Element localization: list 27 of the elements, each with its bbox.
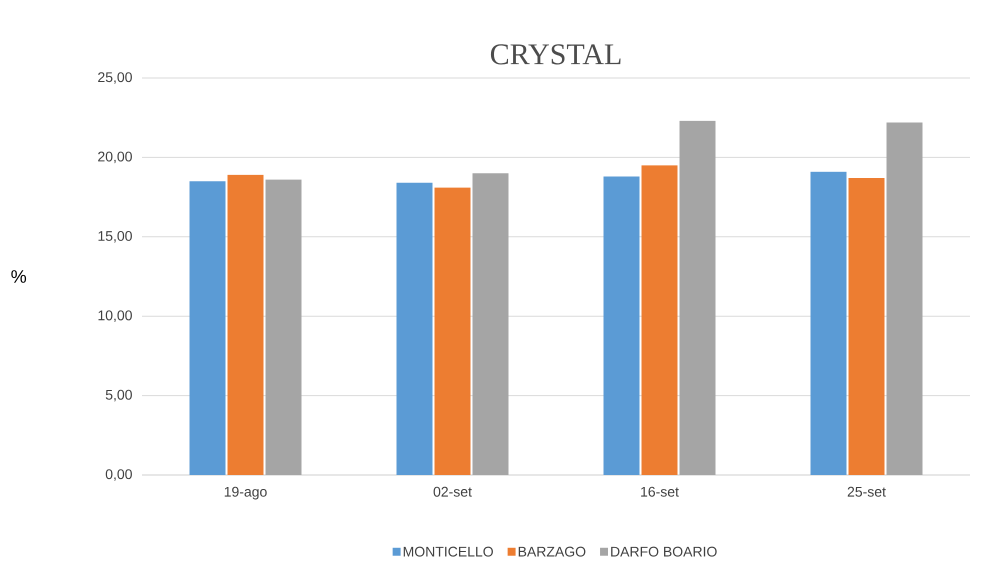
bar bbox=[886, 122, 923, 475]
bar bbox=[848, 178, 885, 475]
y-tick-label: 10,00 bbox=[98, 310, 132, 322]
bar bbox=[228, 174, 264, 475]
legend-label: MONTICELLO bbox=[404, 546, 493, 557]
x-tick-label: 25-set bbox=[848, 486, 886, 497]
bar bbox=[396, 182, 433, 475]
bar bbox=[604, 176, 640, 475]
legend-label: BARZAGO bbox=[518, 546, 586, 557]
y-tick-label: 5,00 bbox=[106, 390, 132, 402]
y-tick-label: 25,00 bbox=[98, 72, 132, 84]
y-tick-label: 20,00 bbox=[98, 152, 132, 164]
x-tick-label: 19-ago bbox=[224, 486, 267, 500]
bar bbox=[266, 180, 302, 475]
bar bbox=[190, 181, 226, 475]
y-axis-title: % bbox=[11, 270, 26, 283]
bar bbox=[434, 188, 471, 475]
bar bbox=[810, 172, 847, 475]
legend-label: DARFO BOARIO bbox=[611, 546, 717, 557]
x-tick-label: 02-set bbox=[434, 486, 472, 497]
x-tick-label: 16-set bbox=[641, 486, 679, 497]
y-tick-label: 0,00 bbox=[106, 469, 132, 481]
bar bbox=[680, 120, 716, 475]
bar bbox=[472, 173, 509, 475]
bar bbox=[642, 165, 678, 475]
chart-title: CRYSTAL bbox=[490, 44, 621, 64]
y-tick-label: 15,00 bbox=[98, 231, 132, 243]
